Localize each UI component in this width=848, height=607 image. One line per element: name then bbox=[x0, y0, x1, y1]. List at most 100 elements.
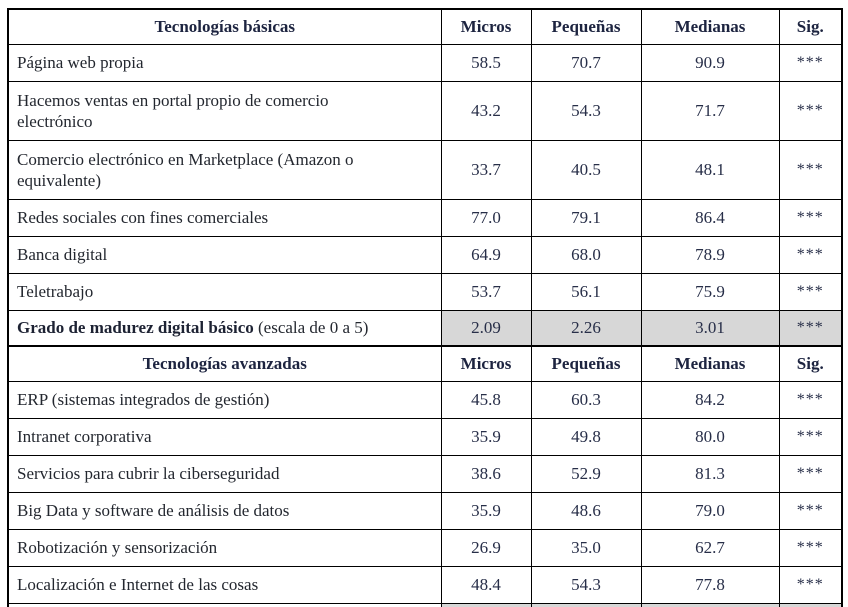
sig-cell: *** bbox=[778, 418, 843, 456]
value-cell-pequenas: 35.0 bbox=[530, 529, 642, 567]
value-cell-micros: 48.4 bbox=[440, 566, 532, 604]
value-cell-medianas: 75.9 bbox=[640, 273, 780, 311]
section-title: Tecnologías básicas bbox=[7, 8, 442, 45]
sig-cell: *** bbox=[778, 381, 843, 419]
summary-label-bold: Grado de madurez digital básico bbox=[17, 318, 254, 338]
value-cell-medianas: 62.7 bbox=[640, 529, 780, 567]
value-cell-micros: 35.9 bbox=[440, 418, 532, 456]
table-row: Big Data y software de análisis de datos… bbox=[7, 492, 843, 530]
row-label: Hacemos ventas en portal propio de comer… bbox=[7, 81, 442, 141]
value-cell-medianas: 90.9 bbox=[640, 44, 780, 82]
sig-cell: *** bbox=[778, 566, 843, 604]
table-row: Robotización y sensorización 26.9 35.0 6… bbox=[7, 529, 843, 567]
col-header-micros: Micros bbox=[440, 345, 532, 382]
sig-cell: *** bbox=[778, 44, 843, 82]
col-header-sig: Sig. bbox=[778, 345, 843, 382]
value-cell-medianas: 78.9 bbox=[640, 236, 780, 274]
summary-value-medianas: 3.13 bbox=[640, 603, 780, 607]
value-cell-medianas: 77.8 bbox=[640, 566, 780, 604]
sig-cell: *** bbox=[778, 492, 843, 530]
col-header-pequenas: Pequeñas bbox=[530, 345, 642, 382]
value-cell-medianas: 79.0 bbox=[640, 492, 780, 530]
section-header-advanced: Tecnologías avanzadas Micros Pequeñas Me… bbox=[7, 345, 843, 382]
row-label: Página web propia bbox=[7, 44, 442, 82]
value-cell-pequenas: 49.8 bbox=[530, 418, 642, 456]
summary-value-micros: 1.31 bbox=[440, 603, 532, 607]
value-cell-medianas: 48.1 bbox=[640, 140, 780, 200]
sig-cell: *** bbox=[778, 529, 843, 567]
sig-cell: *** bbox=[778, 236, 843, 274]
summary-sig-cell: *** bbox=[778, 310, 843, 347]
row-label: Localización e Internet de las cosas bbox=[7, 566, 442, 604]
value-cell-micros: 64.9 bbox=[440, 236, 532, 274]
row-label: Teletrabajo bbox=[7, 273, 442, 311]
value-cell-pequenas: 54.3 bbox=[530, 81, 642, 141]
value-cell-micros: 38.6 bbox=[440, 455, 532, 493]
summary-value-pequenas: 2.26 bbox=[530, 310, 642, 347]
sig-cell: *** bbox=[778, 81, 843, 141]
summary-row-advanced: Grado de madurez digital avanzado (escal… bbox=[7, 603, 843, 607]
value-cell-pequenas: 56.1 bbox=[530, 273, 642, 311]
summary-value-medianas: 3.01 bbox=[640, 310, 780, 347]
table-row: Hacemos ventas en portal propio de comer… bbox=[7, 81, 843, 141]
col-header-medianas: Medianas bbox=[640, 8, 780, 45]
summary-sig-cell: *** bbox=[778, 603, 843, 607]
value-cell-pequenas: 79.1 bbox=[530, 199, 642, 237]
value-cell-micros: 33.7 bbox=[440, 140, 532, 200]
value-cell-micros: 26.9 bbox=[440, 529, 532, 567]
table-row: Banca digital 64.9 68.0 78.9 *** bbox=[7, 236, 843, 274]
summary-label-rest: (escala de 0 a 5) bbox=[253, 318, 369, 338]
value-cell-micros: 53.7 bbox=[440, 273, 532, 311]
table-row: Servicios para cubrir la ciberseguridad … bbox=[7, 455, 843, 493]
table-row: ERP (sistemas integrados de gestión) 45.… bbox=[7, 381, 843, 419]
row-label: ERP (sistemas integrados de gestión) bbox=[7, 381, 442, 419]
value-cell-micros: 43.2 bbox=[440, 81, 532, 141]
value-cell-pequenas: 54.3 bbox=[530, 566, 642, 604]
col-header-medianas: Medianas bbox=[640, 345, 780, 382]
value-cell-pequenas: 68.0 bbox=[530, 236, 642, 274]
col-header-pequenas: Pequeñas bbox=[530, 8, 642, 45]
table-row: Teletrabajo 53.7 56.1 75.9 *** bbox=[7, 273, 843, 311]
summary-value-pequenas: 1.74 bbox=[530, 603, 642, 607]
row-label: Servicios para cubrir la ciberseguridad bbox=[7, 455, 442, 493]
value-cell-medianas: 81.3 bbox=[640, 455, 780, 493]
summary-label: Grado de madurez digital avanzado (escal… bbox=[7, 603, 442, 607]
value-cell-micros: 77.0 bbox=[440, 199, 532, 237]
value-cell-medianas: 80.0 bbox=[640, 418, 780, 456]
value-cell-pequenas: 60.3 bbox=[530, 381, 642, 419]
digital-technologies-table: Tecnologías básicas Micros Pequeñas Medi… bbox=[7, 8, 843, 607]
value-cell-medianas: 84.2 bbox=[640, 381, 780, 419]
sig-cell: *** bbox=[778, 199, 843, 237]
sig-cell: *** bbox=[778, 273, 843, 311]
value-cell-medianas: 86.4 bbox=[640, 199, 780, 237]
row-label: Big Data y software de análisis de datos bbox=[7, 492, 442, 530]
row-label: Redes sociales con fines comerciales bbox=[7, 199, 442, 237]
value-cell-micros: 45.8 bbox=[440, 381, 532, 419]
table-row: Página web propia 58.5 70.7 90.9 *** bbox=[7, 44, 843, 82]
sig-cell: *** bbox=[778, 455, 843, 493]
row-label: Comercio electrónico en Marketplace (Ama… bbox=[7, 140, 442, 200]
table-row: Intranet corporativa 35.9 49.8 80.0 *** bbox=[7, 418, 843, 456]
value-cell-micros: 58.5 bbox=[440, 44, 532, 82]
section-header-basic: Tecnologías básicas Micros Pequeñas Medi… bbox=[7, 8, 843, 45]
table-row: Comercio electrónico en Marketplace (Ama… bbox=[7, 140, 843, 200]
row-label: Robotización y sensorización bbox=[7, 529, 442, 567]
section-title: Tecnologías avanzadas bbox=[7, 345, 442, 382]
table-row: Redes sociales con fines comerciales 77.… bbox=[7, 199, 843, 237]
col-header-micros: Micros bbox=[440, 8, 532, 45]
table-row: Localización e Internet de las cosas 48.… bbox=[7, 566, 843, 604]
value-cell-micros: 35.9 bbox=[440, 492, 532, 530]
sig-cell: *** bbox=[778, 140, 843, 200]
value-cell-pequenas: 70.7 bbox=[530, 44, 642, 82]
value-cell-medianas: 71.7 bbox=[640, 81, 780, 141]
value-cell-pequenas: 40.5 bbox=[530, 140, 642, 200]
row-label: Intranet corporativa bbox=[7, 418, 442, 456]
value-cell-pequenas: 52.9 bbox=[530, 455, 642, 493]
col-header-sig: Sig. bbox=[778, 8, 843, 45]
value-cell-pequenas: 48.6 bbox=[530, 492, 642, 530]
row-label: Banca digital bbox=[7, 236, 442, 274]
summary-row-basic: Grado de madurez digital básico (escala … bbox=[7, 310, 843, 347]
summary-value-micros: 2.09 bbox=[440, 310, 532, 347]
summary-label: Grado de madurez digital básico (escala … bbox=[7, 310, 442, 347]
